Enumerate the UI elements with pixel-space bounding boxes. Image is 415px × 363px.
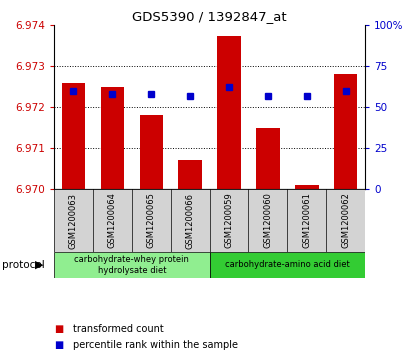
Text: ▶: ▶ (35, 260, 44, 270)
Bar (334, 74, 357, 189)
Bar (256, 127, 280, 189)
Text: percentile rank within the sample: percentile rank within the sample (73, 340, 238, 350)
Text: ■: ■ (54, 323, 63, 334)
Bar (139, 115, 163, 189)
Bar (101, 87, 124, 189)
Bar (62, 83, 85, 189)
Text: GSM1200062: GSM1200062 (341, 193, 350, 248)
Text: GSM1200063: GSM1200063 (69, 192, 78, 249)
Bar (210, 252, 365, 278)
Text: carbohydrate-whey protein
hydrolysate diet: carbohydrate-whey protein hydrolysate di… (74, 255, 189, 275)
Text: GSM1200064: GSM1200064 (108, 193, 117, 248)
Bar (178, 160, 202, 189)
Text: transformed count: transformed count (73, 323, 164, 334)
Text: protocol: protocol (2, 260, 45, 270)
Text: GSM1200065: GSM1200065 (147, 193, 156, 248)
Bar (217, 36, 241, 189)
Text: ■: ■ (54, 340, 63, 350)
Text: carbohydrate-amino acid diet: carbohydrate-amino acid diet (225, 261, 350, 269)
Bar (295, 185, 319, 189)
Text: GSM1200059: GSM1200059 (225, 193, 234, 248)
Title: GDS5390 / 1392847_at: GDS5390 / 1392847_at (132, 10, 287, 23)
Bar (54, 252, 210, 278)
Text: GSM1200060: GSM1200060 (264, 193, 272, 248)
Text: GSM1200061: GSM1200061 (303, 193, 311, 248)
Text: GSM1200066: GSM1200066 (186, 192, 195, 249)
